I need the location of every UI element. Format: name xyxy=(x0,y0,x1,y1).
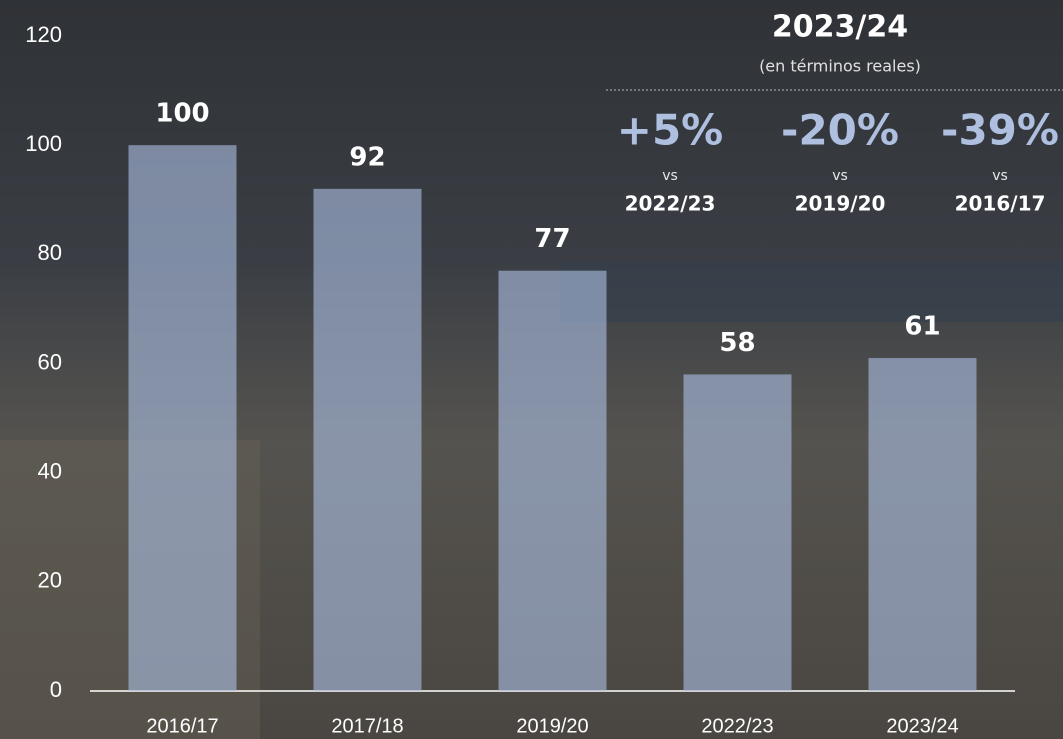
vs-label: vs xyxy=(662,168,678,184)
bar xyxy=(868,358,977,691)
value-label: 92 xyxy=(349,142,385,172)
x-tick-label: 2022/23 xyxy=(701,715,773,737)
y-tick-label: 40 xyxy=(38,458,62,483)
comparison-period: 2016/17 xyxy=(955,192,1046,216)
bar xyxy=(128,145,237,691)
comparison-period: 2019/20 xyxy=(795,192,886,216)
bar xyxy=(683,374,792,691)
annotation-title: 2023/24 xyxy=(772,10,908,45)
y-tick-label: 80 xyxy=(38,240,62,265)
y-tick-label: 100 xyxy=(25,131,62,156)
change-value: -39% xyxy=(941,106,1059,155)
y-tick-label: 0 xyxy=(50,677,62,702)
comparison-period: 2022/23 xyxy=(625,192,716,216)
value-label: 58 xyxy=(719,328,755,358)
background-sea xyxy=(560,262,1063,322)
x-tick-label: 2019/20 xyxy=(516,715,588,737)
value-label: 100 xyxy=(155,99,209,129)
x-tick-label: 2017/18 xyxy=(331,715,403,737)
value-label: 61 xyxy=(904,312,940,342)
y-tick-label: 120 xyxy=(25,22,62,47)
vs-label: vs xyxy=(832,168,848,184)
y-tick-label: 20 xyxy=(38,568,62,593)
vs-label: vs xyxy=(992,168,1008,184)
bar xyxy=(313,188,422,692)
x-tick-label: 2016/17 xyxy=(146,715,218,737)
y-tick-label: 60 xyxy=(38,349,62,374)
change-value: +5% xyxy=(617,106,724,155)
x-tick-label: 2023/24 xyxy=(886,715,958,737)
bar xyxy=(498,270,607,691)
annotation-subtitle: (en términos reales) xyxy=(759,57,921,76)
change-value: -20% xyxy=(781,106,899,155)
value-label: 77 xyxy=(534,224,570,254)
